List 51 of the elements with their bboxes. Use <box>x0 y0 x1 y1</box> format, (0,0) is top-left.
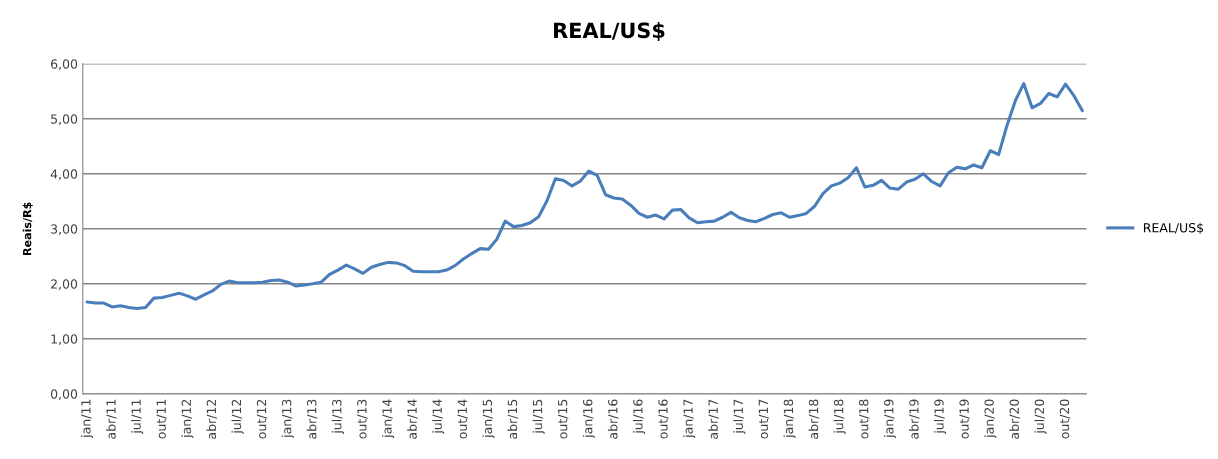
x-tick-label: abr/17 <box>708 399 719 439</box>
x-tick-label: jul/19 <box>934 399 947 434</box>
x-tick-label: jul/11 <box>131 399 144 434</box>
x-tick-label: jul/13 <box>331 399 344 434</box>
x-tick-label: out/20 <box>1059 399 1071 439</box>
x-tick-label: out/15 <box>558 399 569 439</box>
x-tick-label: jul/20 <box>1034 399 1047 434</box>
y-tick-label: 4,00 <box>50 169 78 181</box>
x-tick-label: jul/14 <box>432 399 445 434</box>
x-tick-label: out/17 <box>758 399 770 439</box>
x-tick-label: out/19 <box>959 399 970 439</box>
x-tick-label: jan/14 <box>382 399 395 439</box>
y-tick-label: 1,00 <box>51 334 78 346</box>
x-tick-label: jan/15 <box>482 399 495 439</box>
x-tick-label: jul/12 <box>231 399 244 434</box>
x-tick-label: abr/20 <box>1009 399 1020 439</box>
x-tick-label: jul/16 <box>632 399 646 434</box>
x-tick-label: abr/16 <box>607 399 619 439</box>
x-tick-label: jan/12 <box>181 399 194 439</box>
x-tick-label: abr/15 <box>507 399 519 439</box>
x-tick-label: jan/19 <box>883 399 896 439</box>
x-tick-label: abr/19 <box>908 399 920 439</box>
y-tick-label: 2,00 <box>51 279 78 291</box>
y-tick-label: 0,00 <box>50 389 78 401</box>
x-tick-label: out/18 <box>858 399 870 439</box>
x-tick-label: abr/11 <box>106 399 117 439</box>
y-tick-label: 6,00 <box>51 59 78 70</box>
x-tick-label: jul/18 <box>833 399 846 434</box>
x-tick-label: jul/15 <box>532 399 545 434</box>
x-tick-label: jan/20 <box>984 399 997 439</box>
x-tick-label: abr/12 <box>206 399 218 439</box>
x-tick-label: jan/18 <box>783 399 796 439</box>
x-tick-label: abr/13 <box>306 399 318 439</box>
x-tick-label: jan/11 <box>80 399 94 439</box>
x-tick-label: jan/13 <box>281 399 294 439</box>
y-axis-title: Reais/R$ <box>22 202 33 255</box>
line-series <box>85 82 1084 311</box>
x-tick-label: jan/16 <box>582 399 595 439</box>
x-tick-label: out/13 <box>357 399 368 439</box>
x-tick-label: jul/17 <box>733 399 746 434</box>
x-tick-label: abr/14 <box>407 399 418 439</box>
x-tick-label: abr/18 <box>808 399 820 439</box>
legend-label: REAL/US$ <box>1143 222 1204 235</box>
chart-title: REAL/US$ <box>554 22 665 41</box>
x-tick-label: out/14 <box>457 399 468 439</box>
x-tick-label: out/11 <box>156 399 167 439</box>
x-tick-label: jan/17 <box>683 399 696 439</box>
y-tick-label: 5,00 <box>51 114 78 126</box>
y-tick-label: 3,00 <box>51 224 78 236</box>
x-tick-label: out/16 <box>658 399 669 439</box>
x-tick-label: out/12 <box>256 399 268 439</box>
